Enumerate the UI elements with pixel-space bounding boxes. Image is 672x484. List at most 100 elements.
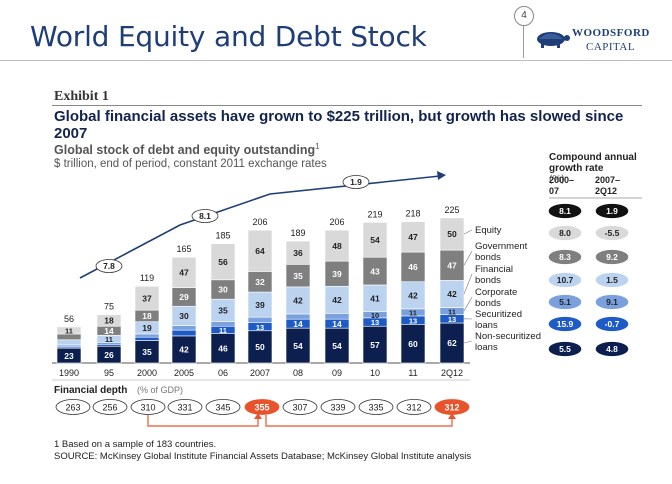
bar-total-label: 206	[329, 217, 344, 227]
growth-row-value: 10.7	[557, 275, 574, 285]
bar-segment-non-securitized-loans	[400, 323, 426, 364]
bar-value-label: 35	[293, 271, 303, 281]
growth-row-pill	[595, 341, 629, 357]
footnote-mark: 1	[315, 142, 320, 151]
bar-value-label: 42	[332, 295, 342, 305]
bar-value-label: 48	[332, 241, 342, 251]
depth-value-label: 312	[444, 403, 459, 413]
financial-depth-units: (% of GDP)	[137, 385, 183, 395]
depth-value-bubble	[167, 399, 203, 415]
growth-row-value: 4.8	[606, 344, 618, 354]
x-tick-label: 09	[332, 368, 342, 378]
growth-callout-label: 8.1	[199, 211, 211, 221]
depth-value-label: 256	[102, 403, 117, 413]
bar-value-label: 23	[64, 351, 74, 361]
bar-value-label: 39	[255, 300, 265, 310]
bar-value-label: 13	[256, 323, 264, 332]
legend-label: Non-securitized	[475, 331, 541, 342]
growth-row-value: 9.1	[606, 297, 618, 307]
depth-value-label: 307	[292, 403, 307, 413]
growth-table-header: 07	[549, 186, 559, 196]
growth-row-value: 15.9	[557, 319, 574, 329]
exhibit-headline: Global financial assets have grown to $2…	[54, 108, 624, 142]
bar-total-label: 206	[252, 217, 267, 227]
bar-segment-equity	[324, 229, 350, 262]
growth-row-pill	[548, 316, 582, 332]
growth-row-value: -5.5	[605, 228, 620, 238]
bar-total-label: 56	[64, 314, 74, 324]
legend-label: Equity	[475, 225, 502, 236]
bar-segment-equity	[56, 326, 82, 335]
page-number: 4	[514, 6, 534, 26]
bar-value-label: 18	[142, 311, 152, 321]
growth-table-title-suffix: (%)	[549, 174, 565, 185]
depth-value-bubble	[396, 399, 432, 415]
bar-segment-equity	[285, 240, 311, 265]
depth-value-label: 263	[65, 403, 80, 413]
bar-value-label: 32	[255, 277, 265, 287]
slide-title: World Equity and Debt Stock	[30, 20, 427, 53]
depth-connector-2007-2q12	[265, 415, 453, 427]
growth-row-pill	[595, 316, 629, 332]
bar-value-label: 50	[255, 342, 265, 352]
bar-value-label: 36	[293, 248, 303, 258]
legend-connector	[463, 340, 473, 344]
bar-value-label: 46	[408, 262, 418, 272]
bar-value-label: 29	[179, 292, 189, 302]
footnote: 1 Based on a sample of 183 countries.	[54, 439, 217, 450]
bar-segment-financial-bonds	[439, 280, 465, 308]
exhibit-label: Exhibit 1	[54, 89, 109, 104]
financial-depth-label: Financial depth	[54, 385, 127, 396]
bar-segment-equity	[247, 229, 273, 272]
bar-value-label: 42	[408, 290, 418, 300]
bar-value-label: 11	[105, 335, 113, 344]
bar-total-label: 185	[215, 231, 230, 241]
growth-row-value: 5.1	[559, 297, 571, 307]
bar-segment-equity	[134, 285, 160, 311]
legend-connector	[463, 250, 473, 266]
legend-label: Government	[475, 241, 528, 252]
bar-value-label: 42	[293, 296, 303, 306]
depth-value-bubble	[55, 399, 91, 415]
bar-value-label: 35	[218, 306, 228, 316]
bar-segment-corporate-bonds	[210, 321, 236, 327]
bar-total-label: 165	[176, 244, 191, 254]
bar-segment-equity	[400, 221, 426, 253]
growth-table-header: 2007–	[595, 175, 620, 185]
bar-segment-corporate-bonds	[285, 313, 311, 320]
bar-segment-equity	[171, 256, 197, 288]
bar-segment-equity	[210, 243, 236, 281]
x-tick-label: 06	[218, 368, 228, 378]
x-tick-label: 2005	[174, 368, 194, 378]
chart-units: $ trillion, end of period, constant 2011…	[54, 158, 327, 170]
bar-value-label: 14	[104, 326, 114, 336]
bar-value-label: 56	[218, 257, 228, 267]
bar-total-label: 189	[290, 228, 305, 238]
legend-label: Financial	[475, 264, 513, 275]
depth-value-bubble	[205, 399, 241, 415]
legend-label: Corporate	[475, 287, 517, 298]
growth-table-title-text: Compound annual growth rate	[549, 152, 637, 174]
bar-segment-financial-bonds	[324, 285, 350, 314]
depth-value-label: 331	[177, 403, 192, 413]
bar-value-label: 54	[332, 341, 342, 351]
bar-value-label: 54	[293, 341, 303, 351]
growth-total-value: 1.9	[606, 206, 618, 216]
growth-row-pill	[548, 272, 582, 288]
bar-value-label: 47	[408, 232, 418, 242]
bar-total-label: 119	[140, 273, 154, 283]
growth-row-value: 8.0	[559, 228, 571, 238]
logo-wordmark-line2: CAPITAL	[586, 41, 636, 53]
source-note: SOURCE: McKinsey Global Institute Financ…	[54, 451, 472, 462]
x-tick-label: 10	[370, 368, 380, 378]
growth-row-pill	[595, 294, 629, 310]
bar-segment-corporate-bonds	[134, 333, 160, 338]
bar-value-label: 11	[219, 326, 227, 335]
legend-connector	[463, 273, 473, 295]
x-tick-label: 11	[408, 368, 417, 378]
bar-value-label: 54	[370, 235, 380, 245]
bar-value-label: 64	[255, 246, 265, 256]
legend-label: bonds	[475, 298, 501, 309]
x-tick-label: 2000	[137, 368, 157, 378]
bar-segment-financial-bonds	[362, 284, 388, 312]
